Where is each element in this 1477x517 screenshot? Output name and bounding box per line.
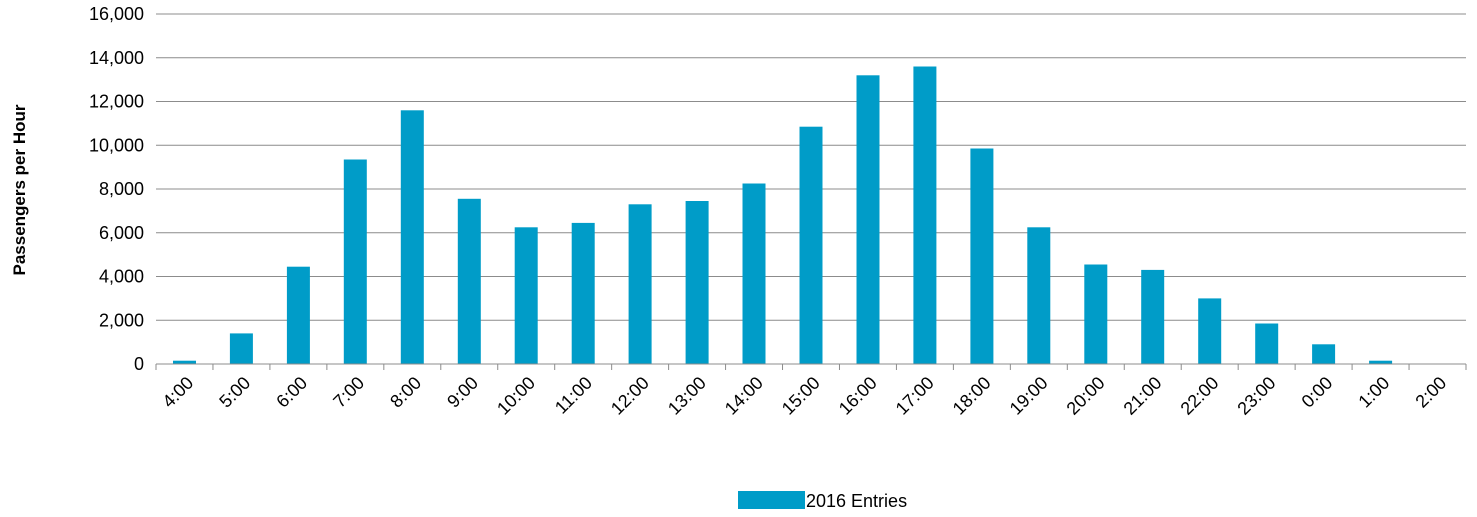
bar-2000 bbox=[1084, 264, 1108, 364]
x-tick-label: 9:00 bbox=[443, 373, 482, 412]
x-tick-label: 18:00 bbox=[949, 373, 995, 419]
x-tick-label: 4:00 bbox=[158, 373, 197, 412]
bar-2300 bbox=[1255, 323, 1279, 364]
bar-1500 bbox=[799, 126, 823, 364]
x-tick-label: 6:00 bbox=[272, 373, 311, 412]
x-tick-label: 20:00 bbox=[1063, 373, 1109, 419]
bar-900 bbox=[457, 198, 481, 364]
x-tick-label: 19:00 bbox=[1006, 373, 1052, 419]
x-tick-label: 22:00 bbox=[1177, 373, 1223, 419]
bar-1900 bbox=[1027, 227, 1051, 364]
y-tick-label: 4,000 bbox=[99, 267, 144, 287]
y-tick-label: 16,000 bbox=[89, 4, 144, 24]
y-tick-label: 2,000 bbox=[99, 310, 144, 330]
x-tick-label: 7:00 bbox=[329, 373, 368, 412]
x-tick-label: 11:00 bbox=[551, 373, 596, 418]
y-tick-label: 12,000 bbox=[89, 92, 144, 112]
y-axis-ticks: 0 2,000 4,000 6,000 8,000 10,000 12,000 14,000 1… bbox=[89, 4, 144, 374]
x-tick-label: 13:00 bbox=[664, 373, 710, 419]
x-axis-ticks: 4:00 5:00 6:00 7:00 8:00 9:00 10:00 11:00 12:00 1… bbox=[158, 373, 1450, 419]
x-tick-label: 12:00 bbox=[607, 373, 653, 419]
y-tick-label: 14,000 bbox=[89, 48, 144, 68]
x-tick-label: 0:00 bbox=[1298, 373, 1337, 412]
y-tick-label: 6,000 bbox=[99, 223, 144, 243]
bar-400 bbox=[173, 360, 196, 364]
x-tick-label: 21:00 bbox=[1120, 373, 1166, 419]
legend-label: 2016 Entries bbox=[806, 491, 907, 511]
x-tick-label: 17:00 bbox=[892, 373, 938, 419]
bar-1300 bbox=[685, 201, 709, 364]
x-tick-label: 15:00 bbox=[778, 373, 824, 419]
y-tick-label: 8,000 bbox=[99, 179, 144, 199]
x-tick-label: 2:00 bbox=[1411, 373, 1450, 412]
bars bbox=[173, 66, 1393, 365]
y-tick-label: 0 bbox=[134, 354, 144, 374]
x-tick-label: 23:00 bbox=[1233, 373, 1279, 419]
bar-1000 bbox=[514, 227, 538, 364]
bar-1700 bbox=[913, 66, 937, 364]
x-tick-label: 16:00 bbox=[835, 373, 881, 419]
y-tick-label: 10,000 bbox=[89, 135, 144, 155]
bar-800 bbox=[400, 110, 424, 365]
x-tick-label: 8:00 bbox=[386, 373, 425, 412]
legend-swatch bbox=[738, 491, 805, 509]
bar-1100 bbox=[571, 222, 595, 364]
bar-1400 bbox=[742, 183, 766, 364]
x-axis bbox=[155, 363, 1467, 370]
legend: 2016 Entries bbox=[738, 491, 907, 511]
x-tick-label: 1:00 bbox=[1354, 373, 1393, 412]
x-tick-label: 10:00 bbox=[493, 373, 539, 419]
bar-2100 bbox=[1141, 269, 1165, 364]
bar-700 bbox=[343, 159, 367, 364]
bar-1600 bbox=[856, 75, 880, 365]
bar-600 bbox=[286, 266, 310, 364]
bar-2200 bbox=[1198, 298, 1222, 364]
bar-500 bbox=[229, 333, 253, 364]
bar-100 bbox=[1369, 360, 1393, 364]
bar-000 bbox=[1312, 344, 1336, 364]
y-axis-title: Passengers per Hour bbox=[10, 104, 29, 275]
bar-1800 bbox=[970, 148, 994, 364]
x-tick-label: 14:00 bbox=[721, 373, 767, 419]
x-tick-label: 5:00 bbox=[215, 373, 254, 412]
bar-1200 bbox=[628, 204, 652, 364]
